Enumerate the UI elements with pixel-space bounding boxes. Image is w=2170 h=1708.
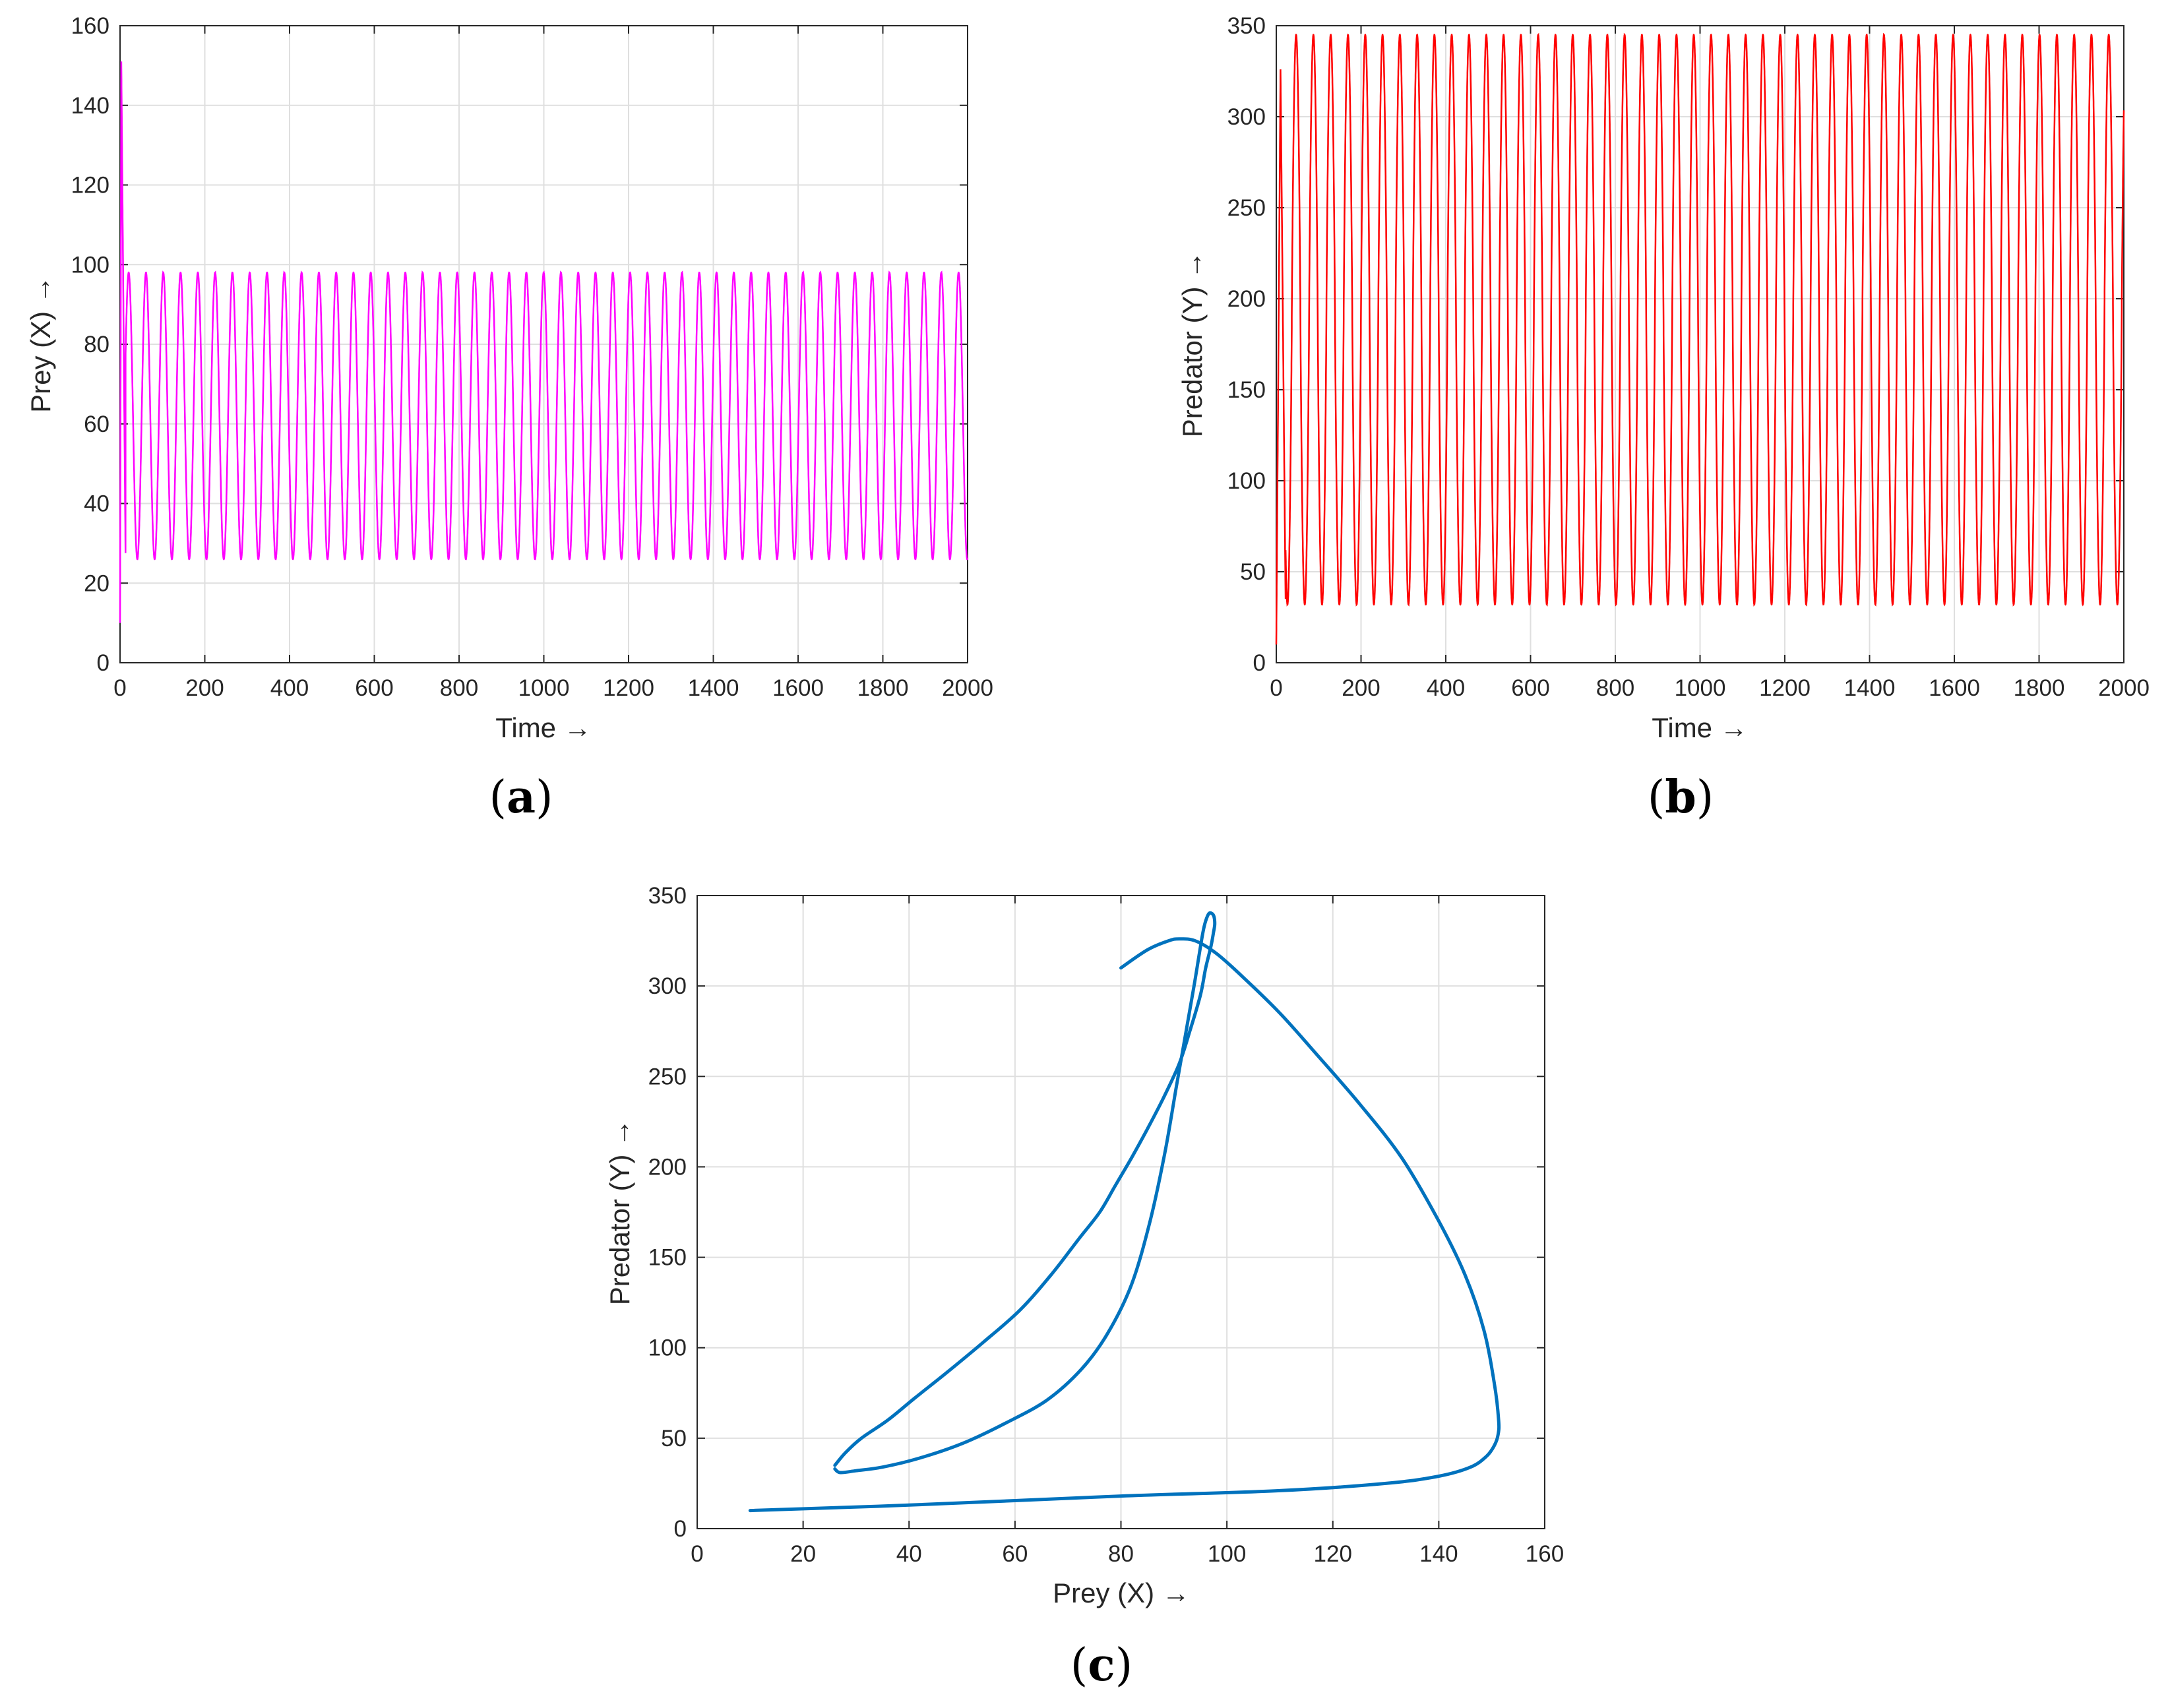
- y-tick-label: 350: [1227, 13, 1266, 39]
- x-tick-label: 140: [1419, 1541, 1458, 1567]
- y-tick-label: 40: [84, 491, 109, 517]
- y-tick-label: 120: [71, 173, 109, 198]
- x-tick-label: 1800: [2014, 675, 2065, 701]
- x-tick-label: 200: [1342, 675, 1380, 701]
- y-tick-label: 200: [648, 1154, 687, 1180]
- x-tick-label: 1400: [688, 675, 739, 701]
- y-tick-label: 0: [1253, 650, 1266, 676]
- y-tick-label: 100: [1227, 468, 1266, 494]
- x-tick-label: 2000: [942, 675, 993, 701]
- panel-c-trajectory-transient: [748, 937, 1501, 1513]
- panel-c-phase-portrait: 0 20 40 60 80 100 120 140 160 0 50 100 150 200 250 300 3…: [604, 883, 1564, 1692]
- panel-c-limit-cycle: [833, 911, 1217, 1475]
- x-tick-label: 2000: [2098, 675, 2150, 701]
- y-tick-label: 80: [84, 332, 109, 357]
- y-tick-label: 0: [97, 650, 109, 676]
- y-tick-label: 200: [1227, 286, 1266, 312]
- y-tick-label: 250: [648, 1064, 687, 1089]
- x-tick-label: 0: [113, 675, 126, 701]
- panel-a-ticks: 0 200 400 600 800 1000 1200 1400 1600 1800 2000 0 20…: [71, 13, 993, 701]
- x-tick-label: 80: [1108, 1541, 1134, 1567]
- panel-b-y-axis-label: Predator (Y) →: [1177, 251, 1208, 437]
- panel-a-x-axis-label: Time →: [495, 712, 591, 743]
- y-tick-label: 300: [1227, 104, 1266, 130]
- x-tick-label: 0: [691, 1541, 703, 1567]
- x-tick-label: 1000: [1675, 675, 1726, 701]
- panel-a-prey-series-line: [119, 61, 969, 623]
- x-tick-label: 1800: [857, 675, 909, 701]
- x-tick-label: 800: [1596, 675, 1634, 701]
- panel-b-predator-time-series: 0 200 400 600 800 1000 1200 1400 1600 1800 2000 0 50…: [1177, 13, 2150, 824]
- panel-a-prey-time-series: 0 200 400 600 800 1000 1200 1400 1600 1800 2000 0 20…: [25, 13, 993, 824]
- x-tick-label: 1600: [772, 675, 824, 701]
- x-tick-label: 1200: [1759, 675, 1811, 701]
- x-tick-label: 400: [1427, 675, 1465, 701]
- y-tick-label: 300: [648, 973, 687, 999]
- x-tick-label: 1200: [603, 675, 654, 701]
- x-tick-label: 1600: [1929, 675, 1980, 701]
- x-tick-label: 1000: [518, 675, 570, 701]
- y-tick-label: 150: [648, 1245, 687, 1271]
- y-tick-label: 50: [1240, 559, 1266, 585]
- panel-b-ticks: 0 200 400 600 800 1000 1200 1400 1600 1800 2000 0 50…: [1227, 13, 2150, 701]
- panel-c-y-axis-label: Predator (Y) →: [604, 1119, 635, 1305]
- y-tick-label: 100: [71, 252, 109, 278]
- x-tick-label: 20: [790, 1541, 816, 1567]
- x-tick-label: 800: [440, 675, 478, 701]
- x-tick-label: 100: [1208, 1541, 1246, 1567]
- y-tick-label: 100: [648, 1335, 687, 1361]
- panel-c-ticks: 0 20 40 60 80 100 120 140 160 0 50 100 150 200 250 300 3…: [648, 883, 1565, 1567]
- y-tick-label: 20: [84, 570, 109, 596]
- panel-a-y-axis-label: Prey (X) →: [25, 276, 56, 413]
- y-tick-label: 0: [674, 1516, 687, 1542]
- y-tick-label: 250: [1227, 195, 1266, 221]
- x-tick-label: 1400: [1844, 675, 1896, 701]
- x-tick-label: 0: [1270, 675, 1282, 701]
- x-tick-label: 40: [896, 1541, 922, 1567]
- x-tick-label: 600: [355, 675, 393, 701]
- y-tick-label: 140: [71, 93, 109, 119]
- panel-b-grid: [1276, 25, 2124, 663]
- y-tick-label: 150: [1227, 377, 1266, 403]
- panel-b-predator-series-line: [1275, 32, 2125, 645]
- x-tick-label: 400: [270, 675, 309, 701]
- y-tick-label: 160: [71, 13, 109, 39]
- y-tick-label: 350: [648, 883, 687, 909]
- x-tick-label: 120: [1314, 1541, 1352, 1567]
- panel-c-x-axis-label: Prey (X) →: [1053, 1577, 1190, 1608]
- x-tick-label: 60: [1002, 1541, 1028, 1567]
- x-tick-label: 600: [1511, 675, 1549, 701]
- panel-a-caption: (a): [489, 771, 553, 824]
- panel-b-x-axis-label: Time →: [1652, 712, 1747, 743]
- y-tick-label: 60: [84, 412, 109, 437]
- panel-b-caption: (b): [1648, 771, 1714, 824]
- y-tick-label: 50: [661, 1426, 687, 1451]
- x-tick-label: 160: [1526, 1541, 1564, 1567]
- panel-c-caption: (c): [1070, 1639, 1132, 1692]
- x-tick-label: 200: [185, 675, 224, 701]
- panel-c-grid: [697, 895, 1545, 1529]
